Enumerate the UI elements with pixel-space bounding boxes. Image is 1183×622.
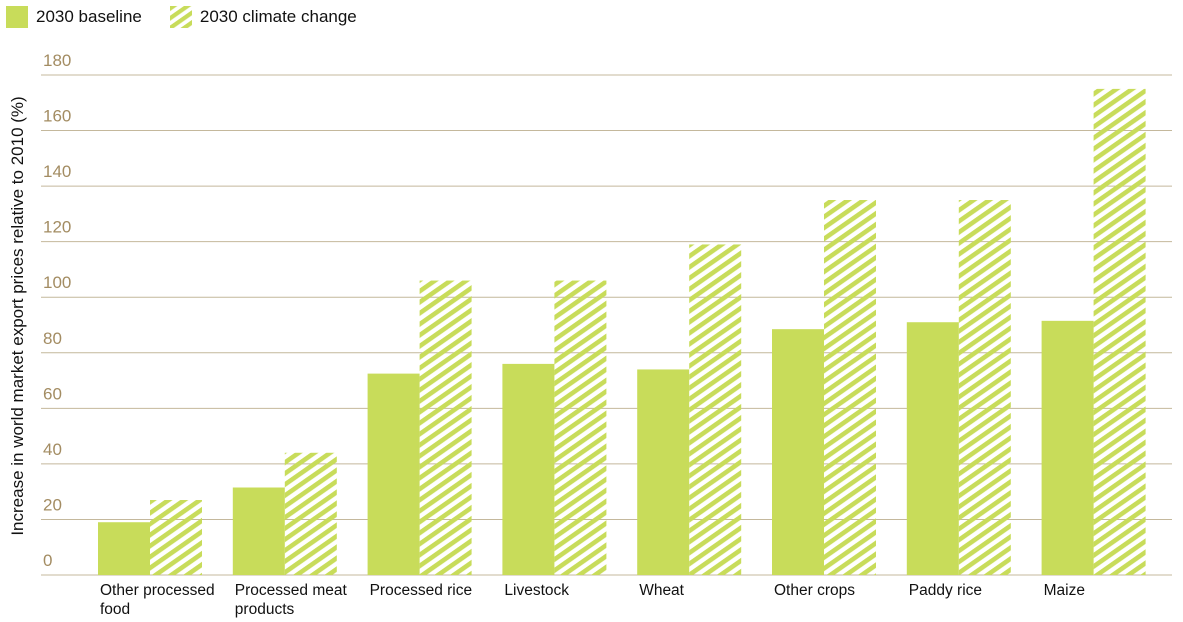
x-category-label-line: Processed meat xyxy=(235,582,348,599)
x-category-label-line: Other crops xyxy=(774,582,855,599)
x-category-label-line: Livestock xyxy=(504,582,569,599)
bar-baseline-4 xyxy=(637,369,690,575)
y-tick-label: 80 xyxy=(43,329,62,348)
x-category-label: Processed rice xyxy=(370,582,473,599)
y-tick-label: 40 xyxy=(43,440,62,459)
x-category-label: Maize xyxy=(1044,582,1085,599)
y-tick-label: 120 xyxy=(43,218,71,237)
bar-climate-change-6 xyxy=(958,200,1011,575)
x-category-label: Processed meat products xyxy=(235,582,348,618)
bar-climate-change-2 xyxy=(419,280,472,575)
y-tick-label: 60 xyxy=(43,384,62,403)
bar-climate-change-0 xyxy=(150,500,202,575)
bar-baseline-1 xyxy=(232,487,285,575)
bar-climate-change-5 xyxy=(824,200,876,575)
y-tick-label: 140 xyxy=(43,162,71,181)
legend: 2030 baseline 2030 climate change xyxy=(6,6,385,28)
bar-climate-change-4 xyxy=(689,244,742,575)
x-category-label-line: products xyxy=(235,601,295,618)
x-category-label-line: Wheat xyxy=(639,582,684,599)
x-axis-categories: Other processed food Processed meat product… xyxy=(100,582,1085,618)
bars xyxy=(98,88,1146,575)
y-tick-label: 100 xyxy=(43,273,71,292)
bar-baseline-0 xyxy=(98,522,150,575)
legend-item-climate-change: 2030 climate change xyxy=(169,6,357,28)
y-tick-label: 180 xyxy=(43,51,71,70)
x-category-label-line: Maize xyxy=(1044,582,1085,599)
y-axis-label: Increase in world market export prices r… xyxy=(8,96,27,535)
bar-baseline-5 xyxy=(772,329,824,575)
x-category-label: Other crops xyxy=(774,582,855,599)
x-category-label: Paddy rice xyxy=(909,582,982,599)
y-tick-label: 160 xyxy=(43,107,71,126)
y-tick-label: 20 xyxy=(43,495,62,514)
legend-swatch-baseline xyxy=(6,6,28,28)
x-category-label-line: food xyxy=(100,601,130,618)
y-axis-ticks: 0 20 40 60 80 100 120 140 160 180 xyxy=(43,51,71,570)
x-category-label: Livestock xyxy=(504,582,569,599)
legend-swatch-climate-change xyxy=(169,6,192,28)
legend-item-baseline: 2030 baseline xyxy=(6,6,142,28)
x-category-label-line: Paddy rice xyxy=(909,582,982,599)
bar-baseline-7 xyxy=(1041,320,1094,575)
bar-baseline-3 xyxy=(502,363,555,575)
x-category-label-line: Other processed xyxy=(100,582,215,599)
x-category-label: Wheat xyxy=(639,582,684,599)
legend-label-baseline: 2030 baseline xyxy=(36,7,142,26)
bar-climate-change-1 xyxy=(284,452,337,575)
x-category-label: Other processed food xyxy=(100,582,215,618)
bar-climate-change-7 xyxy=(1093,88,1146,575)
legend-label-climate-change: 2030 climate change xyxy=(199,7,357,26)
bar-climate-change-3 xyxy=(554,280,607,575)
bar-baseline-6 xyxy=(906,322,959,575)
y-tick-label: 0 xyxy=(43,551,52,570)
x-category-label-line: Processed rice xyxy=(370,582,473,599)
bar-baseline-2 xyxy=(367,373,420,575)
